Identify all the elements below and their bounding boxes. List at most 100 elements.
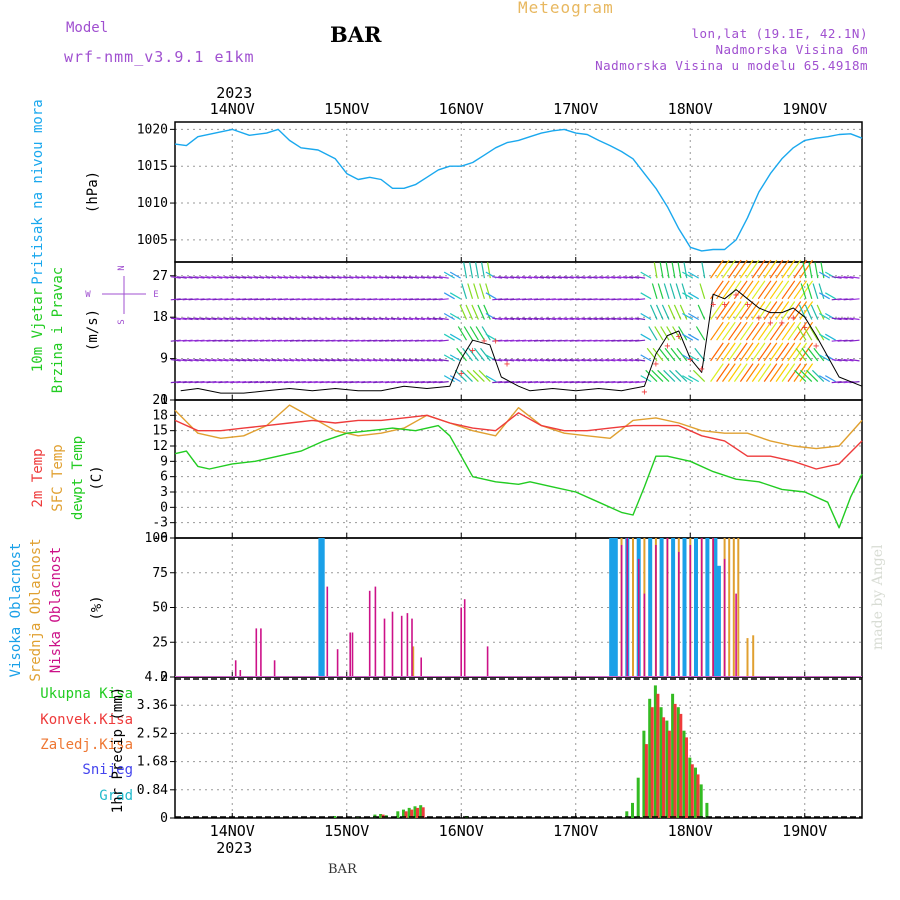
wind-arrow-167 <box>331 276 342 279</box>
wind-gust-mark-2: + <box>481 336 487 347</box>
wind-arrow-336 <box>504 381 515 384</box>
cloud-bar-2-19 <box>486 646 489 677</box>
wind-arrow-463 <box>629 358 640 362</box>
cloud-bar-2-5 <box>326 586 329 677</box>
wind-arrow-595 <box>769 342 784 362</box>
y-tick-label-precip-2: 1.68 <box>137 755 168 770</box>
wind-arrow-109 <box>277 358 288 362</box>
wind-arrow-294 <box>460 369 473 383</box>
wind-arrow-284 <box>449 333 461 341</box>
sfc-temp-line <box>174 404 863 450</box>
wind-arrow-253 <box>420 358 431 362</box>
wind-arrow-175 <box>343 358 354 362</box>
wind-arrow-671 <box>831 276 842 279</box>
wind-arrow-505 <box>670 347 682 362</box>
wind-arrow-558 <box>733 363 748 382</box>
wind-arrow-613 <box>787 342 802 362</box>
wind-arrow-173 <box>337 276 348 279</box>
wind-arrow-628 <box>799 280 814 300</box>
wind-arrow-654 <box>819 375 830 383</box>
wind-arrow-367 <box>533 358 544 362</box>
cloud-bar-0-11 <box>694 538 698 677</box>
wind-arrow-552 <box>728 363 742 382</box>
wind-gust-mark-20: + <box>813 341 819 352</box>
wind-gust-mark-3: + <box>493 336 499 347</box>
wind-arrow-407 <box>569 276 580 279</box>
wind-arrow-557 <box>728 259 742 279</box>
wind-arrow-229 <box>397 358 408 362</box>
wind-arrow-567 <box>739 301 754 320</box>
wind-arrow-359 <box>522 276 533 279</box>
wind-arrow-472 <box>635 298 646 301</box>
wind-arrow-19 <box>188 358 199 362</box>
wind-arrow-627 <box>799 301 814 320</box>
wind-arrow-95 <box>260 276 271 279</box>
y-tick-label-clouds-0: 0 <box>160 670 168 685</box>
wind-arrow-469 <box>635 358 646 362</box>
cloud-bar-2-21 <box>626 538 629 677</box>
wind-arrow-241 <box>408 358 419 362</box>
wind-arrow-83 <box>248 276 259 279</box>
wind-arrow-111 <box>277 317 288 321</box>
wind-arrow-433 <box>599 358 610 362</box>
wind-arrow-459 <box>623 317 634 321</box>
wind-arrow-413 <box>575 276 586 279</box>
wind-arrow-180 <box>349 381 360 384</box>
wind-arrow-657 <box>819 312 830 321</box>
wind-arrow-5 <box>170 276 181 279</box>
precip-legend-4: Grad <box>99 788 133 804</box>
top-day-label-1: 15NOV <box>324 100 369 118</box>
wind-arrow-487 <box>652 347 664 362</box>
wind-arrow-644 <box>809 326 819 341</box>
wind-arrow-133 <box>301 358 312 362</box>
wind-arrow-7 <box>176 358 187 362</box>
wind-arrow-662 <box>825 333 836 341</box>
wind-arrow-425 <box>587 276 598 279</box>
precip-bar-0-15 <box>648 698 652 818</box>
wind-gust-mark-11: + <box>710 299 716 310</box>
cloud-bar-2-4 <box>273 660 276 677</box>
wind-arrow-263 <box>426 276 437 279</box>
wind-arrow-353 <box>516 276 527 279</box>
precip-bar-0-17 <box>659 707 663 818</box>
y-tick-label-wind-3: 27 <box>152 269 168 284</box>
wind-arrow-35 <box>200 276 211 279</box>
cloud-bar-2-17 <box>460 607 462 677</box>
wind-arrow-529 <box>694 347 706 362</box>
wind-arrow-583 <box>757 342 772 362</box>
wind-arrow-565 <box>739 342 754 362</box>
wind-arrow-399 <box>563 317 574 321</box>
wind-arrow-257 <box>420 276 431 279</box>
wind-arrow-41 <box>206 276 217 279</box>
wind-arrow-75 <box>242 317 253 321</box>
wind-arrow-575 <box>745 259 760 279</box>
wind-arrow-315 <box>483 304 491 320</box>
wind-arrow-576 <box>751 363 766 382</box>
precip-bar-1-9 <box>667 730 671 818</box>
wind-arrow-471 <box>635 317 646 321</box>
y-tick-label-clouds-2: 50 <box>152 601 168 616</box>
model-label: Model <box>66 20 109 36</box>
wind-arrow-528 <box>692 369 706 383</box>
wind-arrow-493 <box>658 347 670 362</box>
wind-arrow-535 <box>710 342 724 362</box>
wind-arrow-301 <box>468 347 479 362</box>
precip-bar-0-13 <box>636 777 640 818</box>
wind-arrow-689 <box>849 276 860 279</box>
wind-gust-mark-7: + <box>664 341 670 352</box>
wind-arrow-572 <box>745 321 760 341</box>
wind-arrow-317 <box>487 262 491 279</box>
wind-arrow-455 <box>617 276 628 279</box>
y-tick-label-temperature-6: 12 <box>152 439 168 454</box>
wind-arrow-311 <box>481 262 485 279</box>
cloud-unit-label: (%) <box>89 595 105 620</box>
wind-arrow-411 <box>575 317 586 321</box>
wind-arrow-247 <box>414 358 425 362</box>
y-tick-label-temperature-9: 21 <box>152 393 168 408</box>
precip-bar-1-8 <box>662 717 666 818</box>
wind-arrow-495 <box>661 304 670 320</box>
wind-arrow-568 <box>739 280 754 300</box>
wind-arrow-25 <box>194 358 205 362</box>
wind-arrow-591 <box>763 301 778 320</box>
wind-arrow-351 <box>516 317 527 321</box>
